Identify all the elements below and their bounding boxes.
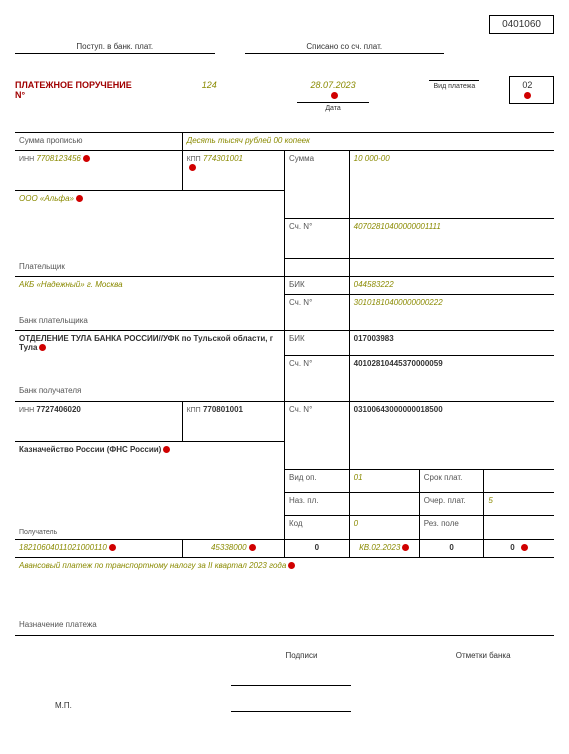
title-code: 02 bbox=[509, 76, 554, 104]
srok-label: Срок плат. bbox=[419, 469, 484, 492]
vid-platezha-label: Вид платежа bbox=[429, 83, 479, 90]
inn2: ИНН 7727406020 bbox=[15, 401, 182, 441]
rez-value bbox=[484, 516, 554, 539]
nazpl-value bbox=[349, 492, 419, 515]
sch4-value: 03100643000000018500 bbox=[349, 401, 554, 469]
bank2-name: ОТДЕЛЕНИЕ ТУЛА БАНКА РОССИИ//УФК по Туль… bbox=[15, 331, 284, 356]
nazpl-label: Наз. пл. bbox=[284, 492, 349, 515]
vidop-value: 01 bbox=[349, 469, 419, 492]
srok-value bbox=[484, 469, 554, 492]
sch3-value: 40102810445370000059 bbox=[349, 355, 554, 383]
naznachenie-label: Назначение платежа bbox=[15, 617, 554, 635]
bank2-cell bbox=[15, 355, 284, 383]
ocher-label: Очер. плат. bbox=[419, 492, 484, 515]
summa-propis-label: Сумма прописью bbox=[15, 133, 182, 151]
bank1-name: АКБ «Надежный» г. Москва bbox=[15, 277, 284, 295]
vidop-label: Вид оп. bbox=[284, 469, 349, 492]
summa-value: 10 000-00 bbox=[349, 151, 554, 219]
marker-icon bbox=[163, 446, 170, 453]
mp-label: М.П. bbox=[55, 701, 231, 710]
bik1-label: БИК bbox=[284, 277, 349, 295]
bottom-c3: 0 bbox=[284, 539, 349, 557]
bottom-c5: 0 bbox=[419, 539, 484, 557]
marker-icon bbox=[76, 195, 83, 202]
bik2-label: БИК bbox=[284, 331, 349, 356]
otmetki-label: Отметки банка bbox=[412, 651, 554, 660]
bank2-label: Банк получателя bbox=[15, 383, 284, 401]
purpose: Авансовый платеж по транспортному налогу… bbox=[15, 557, 554, 617]
sch4-label: Сч. N° bbox=[284, 401, 349, 469]
date-label: Дата bbox=[297, 105, 370, 112]
sch1-label: Сч. N° bbox=[284, 219, 349, 259]
header-postup: Поступ. в банк. плат. bbox=[15, 42, 215, 54]
inn1: ИНН 7708123456 bbox=[15, 151, 182, 191]
sch2-value: 30101810400000000222 bbox=[349, 295, 554, 313]
sch2-label: Сч. N° bbox=[284, 295, 349, 313]
summa-propis-value: Десять тысяч рублей 00 копеек bbox=[182, 133, 554, 151]
summa-label: Сумма bbox=[284, 151, 349, 219]
bottom-c6: 0 bbox=[484, 539, 554, 557]
bank1-cell bbox=[15, 295, 284, 313]
doc-title: ПЛАТЕЖНОЕ ПОРУЧЕНИЕ N° bbox=[15, 80, 142, 100]
marker-icon bbox=[524, 92, 531, 99]
signature-line bbox=[231, 711, 351, 712]
marker-icon bbox=[402, 544, 409, 551]
kod-value: 0 bbox=[349, 516, 419, 539]
marker-icon bbox=[39, 344, 46, 351]
bottom-c2: 45338000 bbox=[182, 539, 284, 557]
marker-icon bbox=[288, 562, 295, 569]
bik2-value: 017003983 bbox=[349, 331, 554, 356]
ocher-value: 5 bbox=[484, 492, 554, 515]
payer-name: ООО «Альфа» bbox=[15, 191, 284, 219]
payer-cell bbox=[15, 219, 284, 259]
bank1-label: Банк плательщика bbox=[15, 313, 284, 331]
bottom-c4: КВ.02.2023 bbox=[349, 539, 419, 557]
marker-icon bbox=[249, 544, 256, 551]
bik1-value: 044583222 bbox=[349, 277, 554, 295]
marker-icon bbox=[189, 164, 196, 171]
recipient-name: Казначейство России (ФНС России) bbox=[15, 441, 284, 469]
rez-label: Рез. поле bbox=[419, 516, 484, 539]
poluchatel-cell: Получатель bbox=[15, 469, 284, 539]
marker-icon bbox=[83, 155, 90, 162]
signature-line bbox=[231, 685, 351, 686]
marker-icon bbox=[331, 92, 338, 99]
doc-number: 124 bbox=[202, 80, 217, 90]
sch3-label: Сч. N° bbox=[284, 355, 349, 383]
kod-label: Код bbox=[284, 516, 349, 539]
header-spisano: Списано со сч. плат. bbox=[245, 42, 445, 54]
doc-date: 28.07.2023 bbox=[297, 80, 370, 103]
vid-platezha-value bbox=[429, 69, 479, 81]
form-code: 0401060 bbox=[489, 15, 554, 34]
podpisi-label: Подписи bbox=[231, 651, 373, 660]
kpp2: КПП 770801001 bbox=[182, 401, 284, 441]
marker-icon bbox=[109, 544, 116, 551]
sch1-value: 40702810400000001111 bbox=[349, 219, 554, 259]
marker-icon bbox=[521, 544, 528, 551]
bottom-c1: 18210604011021000110 bbox=[15, 539, 182, 557]
platelshik-label: Плательщик bbox=[15, 259, 284, 277]
kpp1: КПП 774301001 bbox=[182, 151, 284, 191]
